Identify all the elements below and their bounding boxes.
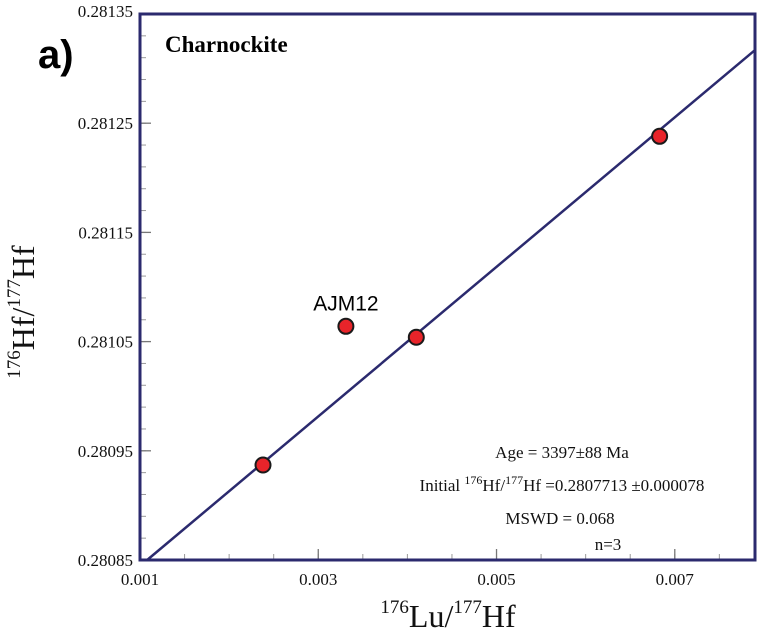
x-tick-label: 0.003 — [299, 570, 337, 589]
panel-label: a) — [38, 33, 74, 77]
data-point — [337, 317, 355, 335]
data-points — [254, 127, 669, 474]
chart-title: Charnockite — [165, 32, 288, 57]
y-axis-title-sup2: 177 — [4, 279, 25, 308]
y-tick-label: 0.28095 — [78, 442, 133, 461]
stats-box: Age = 3397±88 Ma Initial 176Hf/177Hf =0.… — [420, 443, 705, 554]
y-axis-title-base1: Hf/ — [5, 307, 41, 350]
y-axis-title: 176Hf/177Hf — [4, 245, 41, 379]
point-annotation: AJM12 — [313, 292, 378, 315]
stat-mswd: MSWD = 0.068 — [505, 509, 614, 528]
stat-initial-prefix: Initial — [420, 476, 465, 495]
x-tick-label: 0.005 — [477, 570, 515, 589]
stat-initial: Initial 176Hf/177Hf =0.2807713 ±0.000078 — [420, 473, 705, 495]
plot-frame — [138, 12, 757, 562]
y-tick-label: 0.28085 — [78, 551, 133, 570]
stat-initial-sup1: 176 — [464, 473, 482, 487]
stat-age: Age = 3397±88 Ma — [495, 443, 629, 462]
x-axis-title-base2: Hf — [482, 598, 516, 634]
stat-initial-suffix: Hf =0.2807713 ±0.000078 — [523, 476, 704, 495]
y-tick-label: 0.28125 — [78, 114, 133, 133]
x-tick-label: 0.007 — [656, 570, 695, 589]
annotations: AJM12 — [313, 292, 378, 315]
data-point — [407, 328, 425, 346]
y-tick-label: 0.28115 — [78, 223, 133, 242]
stat-initial-sup2: 177 — [505, 473, 523, 487]
x-tick-label: 0.001 — [121, 570, 159, 589]
x-axis-title-base1: Lu/ — [409, 598, 454, 634]
x-tick-labels: 0.001 0.003 0.005 0.007 — [121, 570, 695, 589]
y-axis-title-base2: Hf — [5, 245, 41, 279]
stat-n: n=3 — [595, 535, 622, 554]
y-tick-label: 0.28105 — [78, 333, 133, 352]
data-point — [254, 456, 272, 474]
x-axis-title-sup1: 176 — [380, 597, 409, 618]
y-tick-labels: 0.28085 0.28095 0.28105 0.28115 0.28125 0.281… — [78, 2, 133, 570]
y-axis-title-sup1: 176 — [4, 350, 25, 379]
x-axis-title: 176Lu/177Hf — [380, 597, 516, 634]
y-tick-label: 0.28135 — [78, 2, 133, 21]
stat-initial-mid: Hf/ — [482, 476, 505, 495]
data-point — [651, 127, 669, 145]
x-axis-title-sup2: 177 — [453, 597, 482, 618]
